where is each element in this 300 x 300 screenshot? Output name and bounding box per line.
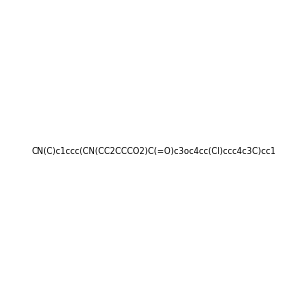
Text: CN(C)c1ccc(CN(CC2CCCO2)C(=O)c3oc4cc(Cl)ccc4c3C)cc1: CN(C)c1ccc(CN(CC2CCCO2)C(=O)c3oc4cc(Cl)c…	[32, 147, 276, 156]
